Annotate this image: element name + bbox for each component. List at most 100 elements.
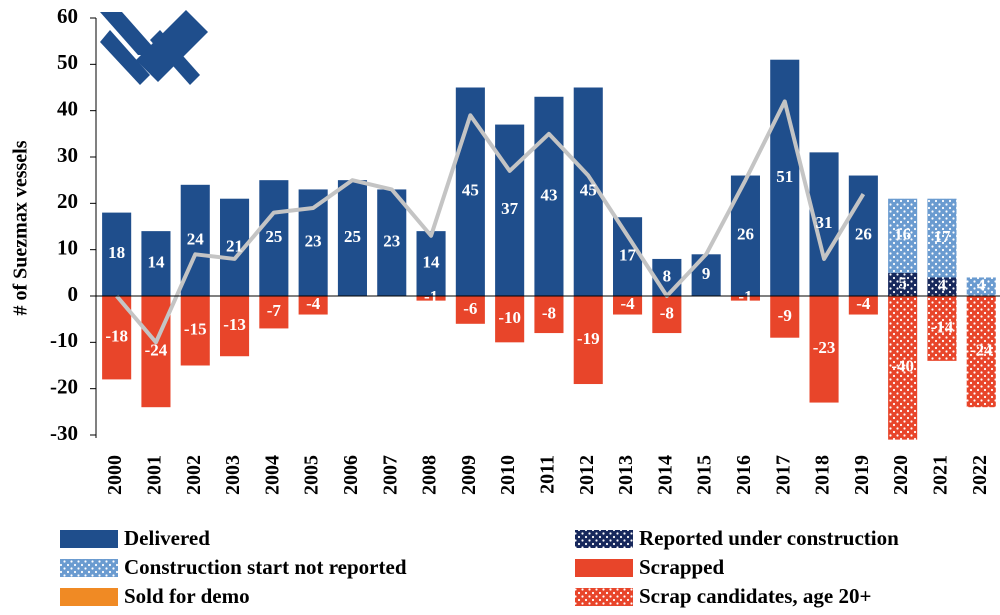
bar [613,296,643,315]
data-label: -9 [778,306,792,325]
bar [141,296,171,408]
bar [495,296,525,343]
y-tick-label: 60 [57,4,78,28]
data-label: 43 [540,185,557,204]
data-label: 51 [776,167,793,186]
bar [770,296,800,338]
data-label: 23 [383,232,400,251]
x-tick-label: 2019 [851,455,873,495]
x-tick-label: 2007 [379,455,401,495]
data-label: 14 [423,252,441,271]
legend-label: Scrap candidates, age 20+ [639,584,871,608]
x-tick-label: 2021 [930,455,952,495]
x-tick-label: 2011 [537,455,559,494]
data-label: 8 [663,266,672,285]
data-label: -7 [267,301,282,320]
data-label: -24 [970,341,993,360]
data-label: -8 [542,303,556,322]
data-label: -1 [424,287,438,306]
data-label: 25 [344,227,361,246]
x-tick-label: 2012 [576,455,598,495]
x-tick-label: 2020 [890,455,912,495]
bar [730,296,760,301]
data-label: -19 [577,329,600,348]
data-label: 24 [187,229,205,248]
data-label: 26 [737,225,754,244]
bar [927,198,957,278]
bar [416,231,446,296]
bar [259,180,289,296]
y-tick-label: 30 [57,143,78,167]
x-tick-label: 2005 [301,455,323,495]
bar [495,124,525,296]
bar [770,59,800,297]
x-tick-label: 2009 [458,455,480,495]
data-label: 9 [702,264,711,283]
x-tick-label: 2001 [144,455,166,495]
bar [613,217,643,296]
x-tick-label: 2006 [340,455,362,495]
data-label: -4 [306,294,321,313]
data-label: 45 [462,181,479,200]
y-tick-label: 40 [57,96,78,120]
bar [534,296,564,334]
bar [337,180,367,296]
data-label: 14 [147,252,165,271]
data-label: -13 [223,315,246,334]
bar [220,296,250,357]
bar [927,296,957,361]
y-tick-label: -30 [50,421,78,445]
bar [888,296,918,440]
x-tick-label: 2002 [183,455,205,495]
bar [927,277,957,296]
data-label: 23 [305,232,322,251]
data-label: -14 [931,317,954,336]
data-label: 31 [816,213,833,232]
data-label: -8 [660,303,674,322]
bar [298,296,328,315]
x-tick-label: 2013 [615,455,637,495]
x-tick-label: 2004 [261,455,283,495]
data-label: -24 [145,341,168,360]
bar [180,296,210,366]
x-tick-label: 2003 [222,455,244,495]
data-label: -23 [813,338,836,357]
data-label: 16 [894,225,911,244]
x-tick-label: 2015 [694,455,716,495]
x-tick-label: 2008 [419,455,441,495]
x-tick-label: 2000 [104,455,126,495]
legend-swatch [60,588,118,606]
data-label: -4 [856,294,871,313]
data-label: -6 [463,299,477,318]
data-label: 17 [933,227,951,246]
y-tick-label: 10 [57,235,78,259]
bar [691,254,721,296]
x-tick-label: 2014 [654,455,676,495]
data-label: 18 [108,243,125,262]
data-label: 17 [619,246,637,265]
bar [416,296,446,301]
logo [100,10,208,85]
data-label: 37 [501,199,519,218]
y-tick-label: -10 [50,328,78,352]
y-tick-label: 20 [57,189,78,213]
bar [966,296,996,408]
bars [102,59,996,440]
x-tick-label: 2022 [969,455,991,495]
bar [966,277,996,296]
bar [259,296,289,329]
x-tick-label: 2017 [772,455,794,495]
bar [888,272,918,296]
data-label: 4 [938,276,947,295]
bar [455,296,485,324]
bar [848,296,878,315]
bar [534,96,564,297]
legend-label: Scrapped [639,555,725,579]
y-tick-label: 0 [68,282,79,306]
data-label: 25 [265,227,282,246]
data-label: -15 [184,320,207,339]
bar [455,87,485,296]
data-label: 45 [580,181,597,200]
